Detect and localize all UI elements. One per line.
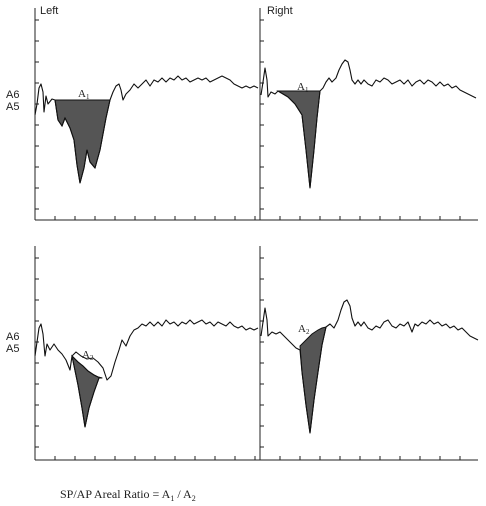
panel-top-right: Right A1 xyxy=(259,5,478,221)
area-label-a2-left: A2 xyxy=(82,349,94,362)
area-a1-right xyxy=(276,90,321,189)
x-axis-bottom-left xyxy=(35,456,260,461)
panel-bottom-right: A2 xyxy=(259,246,479,461)
area-label-a1-left: A1 xyxy=(78,88,90,101)
y-label-a6-bottom: A6 xyxy=(6,331,19,343)
y-label-a5-bottom: A5 xyxy=(6,343,19,355)
area-label-a1-right: A1 xyxy=(297,81,309,94)
y-label-a5-top: A5 xyxy=(6,101,19,113)
waveform-top-right xyxy=(260,59,477,189)
y-axis-top-right xyxy=(259,8,264,220)
area-label-a2-right: A2 xyxy=(298,323,310,336)
panel-title-right: Right xyxy=(267,5,293,17)
y-label-a6-top: A6 xyxy=(6,89,19,101)
y-axis-bottom-right xyxy=(259,246,264,460)
x-axis-bottom-right xyxy=(260,456,478,461)
panel-bottom-left: A6 A5 A2 xyxy=(6,246,260,461)
panel-top-left: Left A6 A5 xyxy=(6,5,260,221)
areal-ratio-caption: SP/AP Areal Ratio = A1 / A2 xyxy=(60,487,196,503)
waveform-bottom-left xyxy=(34,319,259,428)
waveform-bottom-right xyxy=(260,299,479,434)
waveform-top-left xyxy=(34,75,259,184)
panel-title-left: Left xyxy=(40,5,58,17)
x-axis-top-left xyxy=(35,216,260,221)
x-axis-top-right xyxy=(260,216,478,221)
